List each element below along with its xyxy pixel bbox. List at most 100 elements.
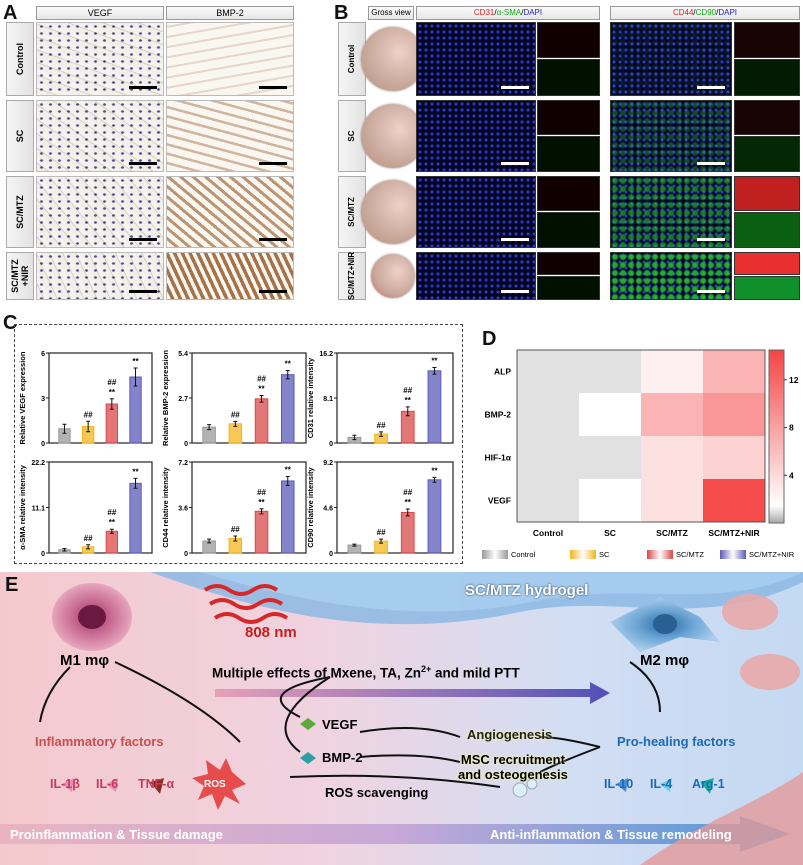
significance-mark: ## [231, 410, 240, 419]
error-bar [285, 476, 290, 486]
bmp2-label: BMP-2 [322, 750, 363, 765]
scale-bar [501, 86, 529, 89]
heatmap-cell [517, 393, 579, 436]
scale-bar [697, 86, 725, 89]
y-tick-label: 9.2 [323, 460, 333, 467]
il10-label: IL-10 [604, 777, 634, 791]
significance-mark: ## [84, 410, 93, 419]
heatmap-cell [641, 479, 703, 522]
anti-inflammation-label: Anti-inflammation & Tissue remodeling [490, 827, 732, 842]
heatmap-cell [703, 393, 765, 436]
y-axis-label: CD90 relative intensity [306, 466, 315, 547]
scale-bar [501, 162, 529, 165]
cd31-merge-image [416, 252, 536, 300]
error-bar [432, 366, 437, 375]
significance-mark: ## [403, 488, 412, 497]
legend-swatch [720, 549, 746, 559]
col-header-gross: Gross view [368, 6, 414, 20]
legend-item: SC/MTZ [647, 548, 704, 560]
nir-label: 808 nm [245, 624, 297, 641]
legend-label: SC/MTZ [676, 549, 704, 559]
prohealing-label: Pro-healing factors [617, 734, 736, 749]
cd44-red-channel [734, 252, 800, 275]
colorbar [768, 349, 785, 524]
significance-mark: ** [258, 385, 265, 394]
error-bar [86, 544, 91, 550]
hydrogel-label: SC/MTZ hydrogel [465, 582, 589, 599]
heatmap-col-label: SC/MTZ [656, 528, 688, 538]
error-bar [133, 477, 138, 489]
m1-label: M1 mφ [60, 652, 110, 669]
error-bar [233, 420, 238, 427]
legend-item: SC/MTZ+NIR [720, 548, 794, 560]
asma-green-channel [537, 276, 600, 300]
significance-mark: ## [403, 386, 412, 395]
error-bar [86, 420, 91, 433]
heatmap-col-label: SC/MTZ+NIR [708, 528, 759, 538]
bmp2-ihc-image [166, 22, 294, 96]
heatmap-cell [517, 350, 579, 393]
error-bar [379, 431, 384, 437]
y-tick-label: 4.6 [323, 506, 333, 513]
panel-label-b: B [334, 2, 349, 24]
vegf-ihc-image [36, 100, 164, 172]
schematic-panel: SC/MTZ hydrogel 808 nm M1 mφ M2 mφ Multi… [0, 572, 803, 865]
ros-scavenging-label: ROS scavenging [325, 785, 429, 800]
bmp2-ihc-image [166, 252, 294, 300]
cd31-merge-image [416, 176, 536, 248]
error-bar [379, 538, 384, 544]
significance-mark: ** [109, 388, 116, 397]
legend-swatch [647, 549, 673, 559]
il4-label: IL-4 [650, 777, 673, 791]
effects-label: Multiple effects of Mxene, TA, Zn2+ and … [212, 664, 520, 681]
y-tick-label: 0 [41, 441, 45, 448]
error-bar [352, 434, 357, 441]
heatmap-cell [579, 393, 641, 436]
cd31-red-channel [537, 22, 600, 58]
legend-swatch [570, 549, 596, 559]
significance-mark: ** [132, 357, 139, 366]
proinflammation-label: Proinflammation & Tissue damage [10, 827, 223, 842]
cd44-red-channel [734, 100, 800, 135]
tnfa-label: TNF-α [138, 777, 175, 791]
scale-bar [129, 290, 157, 293]
significance-mark: ## [107, 508, 116, 517]
vegf-label: VEGF [322, 717, 358, 732]
significance-mark: ## [257, 488, 266, 497]
inflammatory-label: Inflammatory factors [35, 734, 164, 749]
row-label: Control [6, 22, 34, 96]
error-bar [432, 476, 437, 483]
scale-bar [259, 290, 287, 293]
error-bar [259, 508, 264, 515]
m2-label: M2 mφ [640, 652, 690, 669]
error-bar [207, 424, 212, 431]
scale-bar [259, 162, 287, 165]
heatmap-col-label: SC [604, 528, 616, 538]
error-bar [62, 423, 67, 434]
scale-bar [129, 238, 157, 241]
significance-mark: ## [84, 534, 93, 543]
error-bar [285, 370, 290, 380]
heatmap-chart: ALP BMP-2 HIF-1α VEGF Control SC SC/MTZ SC/MTZ+… [485, 349, 799, 538]
col-header-bmp2: BMP-2 [166, 6, 294, 20]
angiogenesis-label: Angiogenesis [467, 727, 553, 742]
y-tick-label: 22.2 [31, 460, 45, 467]
cd90-green-channel [734, 59, 800, 96]
heatmap-row-label: VEGF [488, 496, 511, 506]
legend-label: Control [511, 549, 536, 559]
error-bar [405, 508, 410, 517]
heatmap-cell [579, 436, 641, 479]
heatmap-col-label: Control [533, 528, 563, 538]
cd44-merge-image [610, 100, 732, 172]
heatmap-row-label: HIF-1α [485, 453, 512, 463]
significance-mark: ** [258, 498, 265, 507]
error-bar [62, 547, 67, 552]
il1b-label: IL-1β [50, 777, 80, 791]
cd90-green-channel [734, 276, 800, 300]
scale-bar [697, 162, 725, 165]
bmp2-ihc-image [166, 176, 294, 248]
